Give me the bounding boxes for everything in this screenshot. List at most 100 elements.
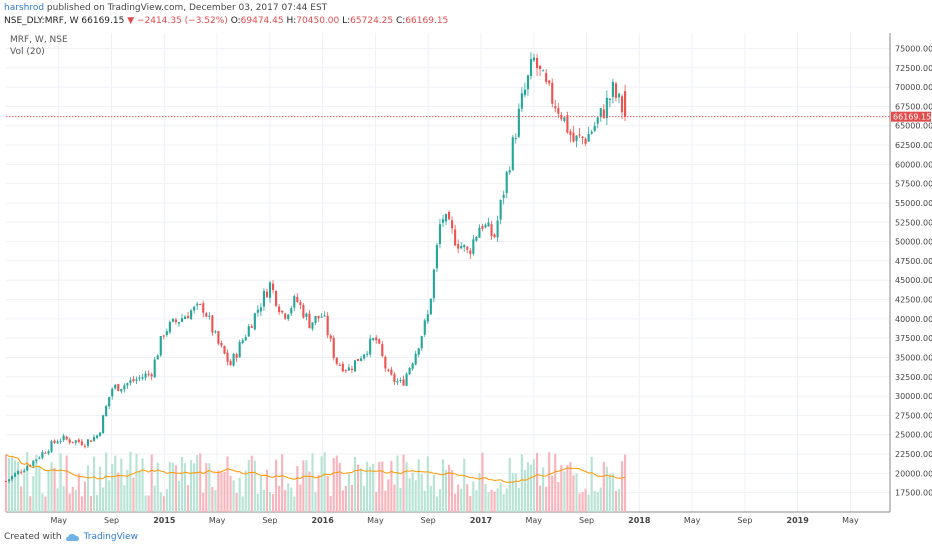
volume-bar: [56, 488, 59, 512]
candle-body: [208, 315, 211, 317]
volume-bar: [108, 480, 111, 512]
candle-body: [259, 307, 262, 312]
volume-bar: [241, 496, 244, 512]
candle-body: [141, 377, 144, 379]
candle-body: [44, 452, 47, 454]
high-value: 70450.00: [296, 16, 340, 26]
candle-body: [332, 337, 335, 358]
candle-body: [569, 131, 572, 135]
x-tick-label: 2016: [312, 516, 335, 525]
volume-bar: [341, 490, 344, 512]
volume-bar: [545, 486, 548, 512]
volume-bar: [608, 474, 611, 512]
candle-body: [487, 222, 490, 227]
volume-bar: [332, 458, 335, 512]
volume-bar: [317, 474, 320, 512]
candle-body: [271, 283, 275, 291]
candle-body: [372, 338, 375, 341]
candle-body: [35, 459, 38, 461]
price-chart[interactable]: 75000.00 72500.00 70000.00 67500.00 65000.00…: [0, 29, 932, 527]
volume-bar: [50, 461, 53, 512]
ohlc-bar: NSE_DLY:MRF, W 66169.15 ▼ −2414.35 (−3.5…: [4, 15, 448, 27]
candle-body: [387, 369, 390, 371]
candle-body: [129, 380, 132, 384]
candle-body: [508, 170, 511, 173]
volume-bar: [41, 493, 44, 512]
y-tick-label: 20000.00: [895, 469, 932, 478]
volume-bar: [202, 492, 205, 512]
chart-area[interactable]: 75000.00 72500.00 70000.00 67500.00 65000.00…: [0, 29, 932, 527]
open-label: O:: [230, 16, 241, 26]
volume-bar: [214, 490, 217, 512]
y-tick-label: 30000.00: [895, 392, 932, 401]
volume-bar: [17, 462, 20, 512]
last-price-tag: 66169.15: [893, 113, 931, 122]
candle-body: [496, 220, 499, 238]
volume-bar: [123, 485, 126, 512]
candle-body: [411, 363, 414, 369]
tradingview-brand[interactable]: TradingView: [83, 532, 138, 542]
candle-body: [74, 440, 77, 443]
candle-body: [89, 440, 93, 442]
volume-bar: [23, 473, 26, 512]
volume-bar: [520, 454, 523, 512]
footer: Created with TradingView: [4, 532, 138, 542]
candle-body: [281, 310, 284, 313]
candle-body: [481, 226, 484, 229]
candle-body: [217, 331, 220, 344]
candle-body: [338, 364, 341, 366]
low-value: 65724.25: [350, 16, 394, 26]
volume-bar: [71, 486, 74, 512]
volume-bar: [26, 452, 29, 512]
volume-bar: [590, 456, 593, 512]
volume-bar: [563, 471, 566, 512]
volume-bar: [102, 487, 105, 512]
volume-bar: [490, 489, 493, 512]
volume-bar: [259, 475, 262, 512]
created-with-text: Created with: [4, 532, 62, 542]
volume-bar: [150, 454, 153, 512]
candle-body: [290, 308, 293, 314]
volume-bar: [542, 467, 545, 512]
candle-body: [490, 224, 493, 237]
x-tick-label: May: [525, 516, 542, 525]
volume-bar: [95, 494, 99, 512]
volume-bar: [220, 472, 223, 512]
candle-body: [284, 313, 287, 319]
volume-bar: [460, 488, 463, 512]
candle-body: [353, 360, 357, 372]
candle-body: [441, 219, 445, 223]
volume-bar: [363, 486, 366, 512]
volume-bar: [99, 466, 102, 512]
volume-bar: [153, 485, 156, 512]
candle-body: [132, 379, 135, 382]
volume-bar: [68, 493, 71, 512]
candle-body: [475, 236, 478, 241]
author-link[interactable]: harshrod: [4, 3, 45, 13]
volume-bar: [575, 473, 578, 512]
candle-body: [102, 415, 105, 434]
volume-bar: [244, 470, 247, 512]
volume-bar: [417, 459, 420, 512]
volume-bar: [141, 458, 144, 512]
candle-body: [587, 133, 590, 142]
x-tick-label: May: [209, 516, 226, 525]
volume-bar: [271, 494, 275, 512]
x-tick-label: 2018: [628, 516, 651, 525]
candle-body: [384, 356, 387, 369]
candle-body: [268, 282, 272, 298]
open-value: 69474.45: [240, 16, 284, 26]
candle-body: [402, 379, 405, 386]
volume-bar: [572, 475, 575, 512]
candle-body: [302, 305, 305, 318]
candle-body: [153, 359, 156, 378]
candle-body: [77, 439, 80, 442]
volume-bar: [323, 452, 326, 512]
candle-body: [187, 315, 190, 319]
candle-body: [575, 135, 578, 141]
volume-bar: [314, 492, 317, 512]
last-price-tag-bg: [891, 111, 931, 122]
volume-bar: [296, 466, 299, 512]
candle-body: [563, 117, 566, 122]
volume-bar: [435, 496, 438, 512]
